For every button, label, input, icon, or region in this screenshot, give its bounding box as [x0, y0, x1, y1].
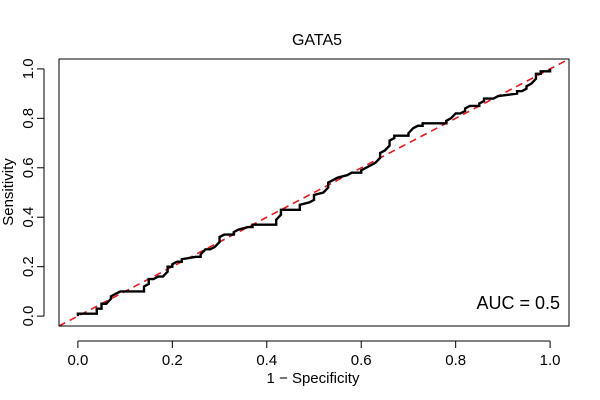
auc-annotation: AUC = 0.5	[476, 293, 560, 313]
plot-frame	[58, 58, 570, 327]
y-tick-label: 1.0	[20, 58, 37, 79]
x-tick-label: 1.0	[540, 352, 561, 369]
x-tick-label: 0.6	[351, 352, 372, 369]
x-tick-label: 0.2	[162, 352, 183, 369]
roc-curve-line	[76, 68, 552, 317]
x-axis-label: 1 − Specificity	[267, 370, 360, 387]
roc-curve-layer	[76, 68, 552, 317]
y-tick-label: 0.4	[20, 207, 37, 228]
y-axis-label: Sensitivity	[0, 158, 17, 226]
x-tick-label: 0.0	[67, 352, 88, 369]
x-tick-label: 0.8	[445, 352, 466, 369]
y-tick-label: 0.0	[20, 306, 37, 327]
y-tick-label: 0.2	[20, 256, 37, 277]
y-tick-label: 0.6	[20, 157, 37, 178]
y-tick-label: 0.8	[20, 108, 37, 129]
chart-title: GATA5	[292, 32, 342, 49]
x-tick-label: 0.4	[256, 352, 277, 369]
axes-layer: 0.0 0.2 0.4 0.6 0.8 1.0 0.0 0.2 0.4 0.6 0.8 1.0	[20, 58, 570, 369]
